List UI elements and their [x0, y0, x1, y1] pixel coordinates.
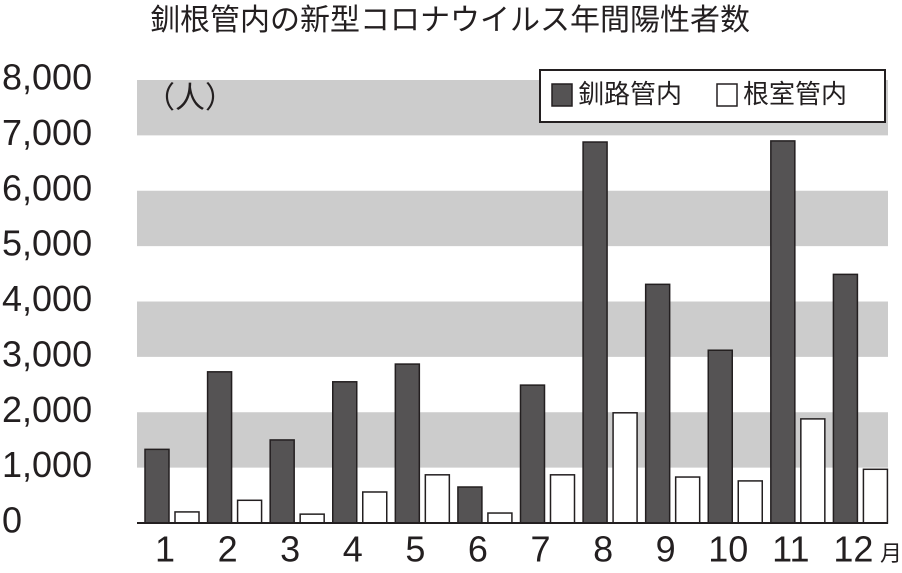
legend-box: [539, 69, 886, 123]
y-tick-label: 3,000: [2, 333, 92, 374]
bar: [862, 468, 889, 524]
bar: [269, 439, 295, 524]
y-tick-label: 7,000: [2, 112, 92, 153]
bar: [174, 511, 200, 524]
x-tick-label: 8: [593, 529, 613, 570]
bar: [612, 412, 638, 524]
y-tick-label: 5,000: [2, 223, 92, 264]
y-tick-label: 6,000: [2, 167, 92, 208]
x-tick-label: 5: [405, 529, 425, 570]
bar: [144, 448, 170, 524]
bar: [332, 381, 358, 524]
legend-swatch: [551, 83, 573, 107]
chart-title: 釧根管内の新型コロナウイルス年間陽性者数: [150, 4, 750, 37]
bar: [362, 491, 388, 524]
bar: [519, 384, 546, 524]
x-tick-label: 4: [343, 529, 363, 570]
bar: [549, 474, 576, 524]
bar: [582, 141, 608, 524]
bar: [832, 273, 859, 524]
bar: [707, 349, 733, 524]
bar: [674, 476, 701, 524]
bar: [236, 499, 263, 524]
bar: [770, 140, 796, 524]
bar: [299, 513, 325, 524]
y-tick-label: 8,000: [2, 57, 92, 98]
bar: [644, 283, 671, 524]
x-tick-label: 2: [218, 529, 238, 570]
x-tick-label: 6: [468, 529, 488, 570]
x-tick-label: 3: [280, 529, 300, 570]
bar: [800, 418, 826, 524]
bar: [457, 486, 483, 524]
legend-swatch: [716, 83, 738, 107]
legend-label: 釧路管内: [578, 79, 682, 109]
bar: [424, 474, 451, 524]
unit-label: （人）: [145, 82, 235, 115]
y-tick-label: 0: [2, 500, 22, 541]
x-tick-label: 1: [155, 529, 175, 570]
grid-band: [137, 190, 888, 247]
x-tick-label: 7: [530, 529, 550, 570]
bar: [487, 512, 513, 524]
x-tick-label: 10: [708, 529, 748, 570]
grid-band: [137, 412, 888, 468]
x-tick-label: 9: [656, 529, 676, 570]
y-tick-label: 4,000: [2, 278, 92, 319]
legend-label: 根室管内: [743, 79, 847, 109]
bar: [394, 363, 421, 524]
x-tick-label: 11: [772, 529, 809, 570]
x-unit-label: 月: [880, 541, 902, 566]
y-tick-label: 2,000: [2, 389, 92, 430]
x-tick-label: 12: [833, 529, 873, 570]
y-tick-label: 1,000: [2, 444, 92, 485]
bar: [737, 480, 763, 524]
bar: [206, 371, 233, 524]
grid-band: [137, 301, 888, 357]
